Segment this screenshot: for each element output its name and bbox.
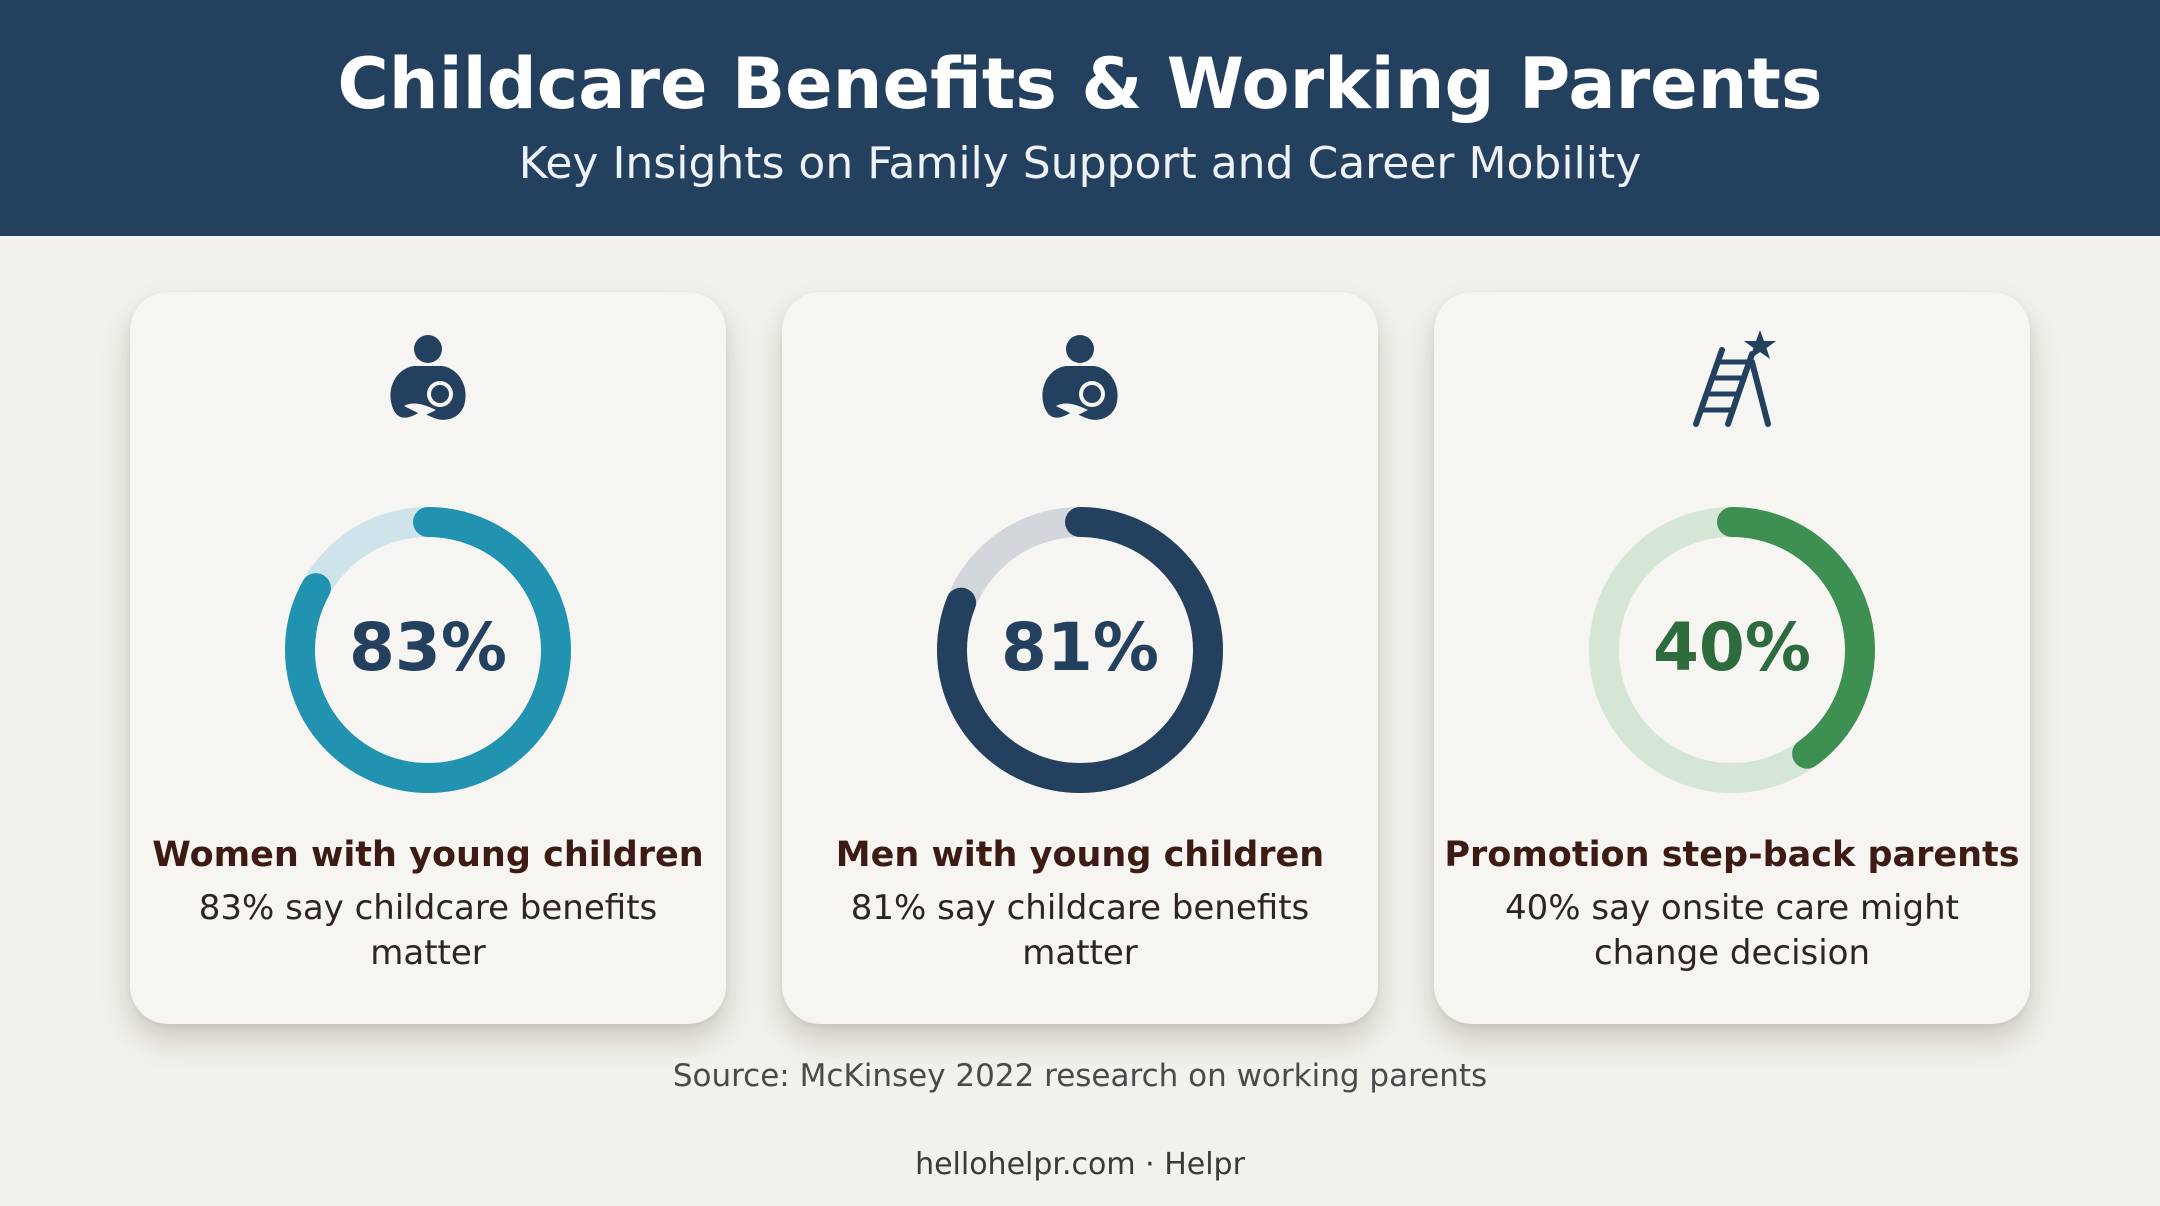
card-label: Promotion step-back parents [1444, 835, 2020, 875]
parent-holding-child-icon [390, 335, 466, 420]
donut-value-arc [1589, 507, 1875, 793]
page-subtitle: Key Insights on Family Support and Caree… [518, 138, 1642, 189]
source-note: Source: McKinsey 2022 research on workin… [672, 1058, 1488, 1094]
stat-card-men: 81% Men with young children 81% say chil… [782, 292, 1378, 1024]
donut-value-arc [285, 507, 571, 793]
donut-value-label: 40% [1653, 609, 1811, 686]
header-banner: Childcare Benefits & Working Parents Key… [0, 0, 2160, 236]
card-description: 81% say childcare benefits matter [850, 888, 1310, 973]
donut-chart-women: 83% [285, 507, 571, 793]
donut-value-label: 83% [349, 609, 507, 686]
ladder-star-icon [1693, 330, 1776, 427]
card-label: Women with young children [152, 835, 704, 875]
stat-card-women: 83% Women with young children 83% say ch… [130, 292, 726, 1024]
donut-value-label: 81% [1001, 609, 1159, 686]
card-description: 83% say childcare benefits matter [198, 888, 658, 973]
parent-holding-child-icon [1042, 335, 1118, 420]
donut-value-arc [937, 507, 1223, 793]
card-label: Men with young children [835, 835, 1325, 875]
card-description: 40% say onsite care might change decisio… [1505, 888, 1959, 973]
footer-credit: hellohelpr.com · Helpr [915, 1147, 1245, 1182]
page-title: Childcare Benefits & Working Parents [337, 43, 1823, 125]
donut-chart-promotion: 40% [1589, 507, 1875, 793]
donut-chart-men: 81% [937, 507, 1223, 793]
stat-card-promotion: 40% Promotion step-back parents 40% say … [1434, 292, 2030, 1024]
